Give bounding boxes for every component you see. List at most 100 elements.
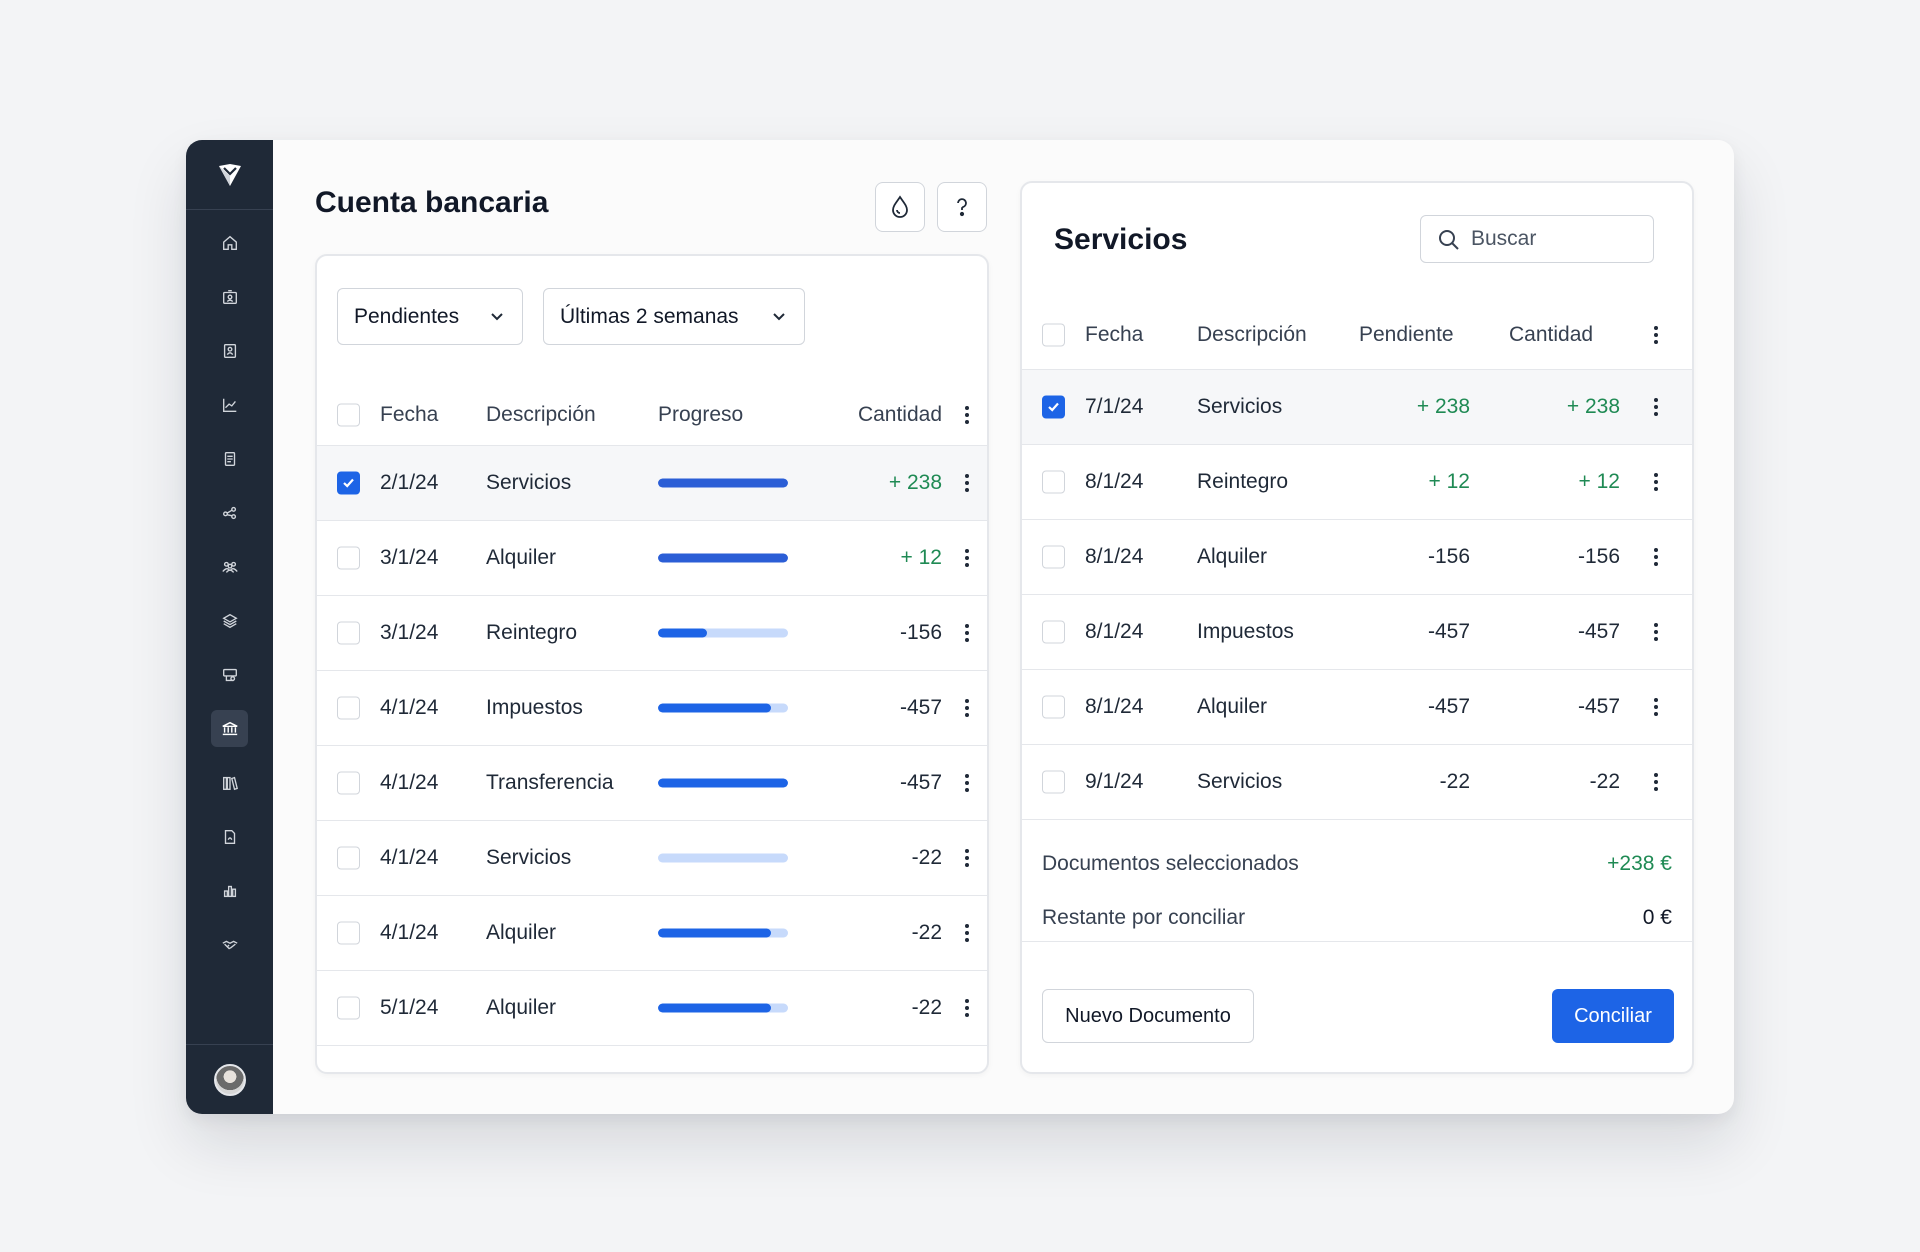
row-options-icon[interactable] (959, 846, 975, 870)
table-row[interactable]: 4/1/24 Transferencia -457 (317, 746, 987, 821)
progress-fill (658, 628, 708, 638)
period-filter[interactable]: Últimas 2 semanas (543, 288, 805, 345)
sidebar-item-payments[interactable] (211, 656, 248, 693)
row-description: Reintegro (486, 621, 578, 644)
help-button[interactable] (937, 182, 987, 232)
row-options-icon[interactable] (1648, 395, 1664, 419)
row-description: Alquiler (1197, 545, 1268, 568)
progress-bar (658, 478, 788, 488)
table-row[interactable]: 3/1/24 Reintegro -156 (317, 596, 987, 671)
sidebar-item-contacts[interactable] (211, 332, 248, 369)
row-checkbox[interactable] (337, 471, 360, 495)
table-row[interactable]: 8/1/24 Impuestos -457 -457 (1022, 595, 1692, 670)
row-checkbox[interactable] (337, 996, 360, 1020)
sidebar-item-library[interactable] (211, 764, 248, 801)
sidebar-item-documents[interactable] (211, 440, 248, 477)
row-date: 3/1/24 (380, 546, 439, 569)
sidebar-item-team[interactable] (211, 548, 248, 585)
chevron-down-icon (491, 313, 503, 321)
sidebar (186, 140, 273, 1114)
reconcile-button[interactable]: Conciliar (1552, 989, 1674, 1043)
row-amount: -156 (899, 621, 942, 644)
row-options-icon[interactable] (959, 546, 975, 570)
row-pending: -22 (1439, 770, 1470, 793)
progress-fill (658, 1003, 772, 1013)
row-options-icon[interactable] (1648, 470, 1664, 494)
search-icon (1439, 230, 1459, 250)
table-row[interactable]: 5/1/24 Alquiler -22 (317, 971, 987, 1046)
row-checkbox[interactable] (1042, 695, 1065, 719)
avatar[interactable] (213, 1063, 246, 1096)
row-checkbox[interactable] (337, 771, 360, 795)
sidebar-item-id-card[interactable] (211, 278, 248, 315)
row-amount: -457 (899, 771, 942, 794)
new-document-button[interactable]: Nuevo Documento (1042, 989, 1254, 1043)
row-options-icon[interactable] (1648, 770, 1664, 794)
row-checkbox[interactable] (1042, 770, 1065, 794)
row-options-icon[interactable] (1648, 620, 1664, 644)
row-checkbox[interactable] (337, 846, 360, 870)
select-all-checkbox[interactable] (1042, 323, 1065, 347)
sidebar-item-bank[interactable] (211, 710, 248, 747)
column-options-icon[interactable] (959, 403, 975, 427)
column-options-icon[interactable] (1648, 323, 1664, 347)
table-row[interactable]: 4/1/24 Impuestos -457 (317, 671, 987, 746)
row-checkbox[interactable] (1042, 470, 1065, 494)
search-placeholder: Buscar (1471, 227, 1537, 250)
trend-chart-icon (222, 398, 236, 412)
row-options-icon[interactable] (1648, 545, 1664, 569)
help-icon (957, 198, 967, 217)
row-amount: -22 (911, 996, 942, 1019)
row-options-icon[interactable] (959, 471, 975, 495)
row-checkbox[interactable] (1042, 395, 1065, 419)
sidebar-item-home[interactable] (211, 224, 248, 261)
status-filter[interactable]: Pendientes (337, 288, 523, 345)
sidebar-item-files[interactable] (211, 818, 248, 855)
period-filter-value: Últimas 2 semanas (560, 304, 739, 328)
row-date: 8/1/24 (1085, 545, 1144, 568)
table-row[interactable]: 8/1/24 Reintegro + 12 + 12 (1022, 445, 1692, 520)
row-checkbox[interactable] (337, 621, 360, 645)
table-row[interactable]: 4/1/24 Servicios -22 (317, 821, 987, 896)
table-row[interactable]: 2/1/24 Servicios + 238 (317, 446, 987, 521)
search-input[interactable]: Buscar (1420, 215, 1654, 263)
progress-bar (658, 628, 788, 638)
row-description: Reintegro (1197, 470, 1289, 493)
table-row[interactable]: 4/1/24 Alquiler -22 (317, 896, 987, 971)
row-options-icon[interactable] (959, 771, 975, 795)
row-options-icon[interactable] (959, 921, 975, 945)
select-all-checkbox[interactable] (337, 403, 360, 426)
theme-button[interactable] (875, 182, 925, 232)
column-description: Descripción (486, 402, 596, 426)
column-description: Descripción (1197, 323, 1307, 346)
sidebar-item-share[interactable] (211, 494, 248, 531)
row-options-icon[interactable] (1648, 695, 1664, 719)
sidebar-item-reports[interactable] (211, 872, 248, 909)
sidebar-item-layers[interactable] (211, 602, 248, 639)
contacts-icon (223, 343, 236, 358)
row-checkbox[interactable] (337, 921, 360, 945)
sidebar-item-deals[interactable] (211, 926, 248, 963)
table-row[interactable]: 7/1/24 Servicios + 238 + 238 (1022, 370, 1692, 445)
row-checkbox[interactable] (337, 546, 360, 570)
bank-transactions-card: Pendientes Últimas 2 semanas Fecha Descr… (315, 254, 989, 1074)
logo[interactable] (186, 140, 273, 210)
row-options-icon[interactable] (959, 696, 975, 720)
progress-fill (658, 703, 772, 713)
row-checkbox[interactable] (337, 696, 360, 720)
row-pending: -156 (1427, 545, 1470, 568)
table-row[interactable]: 8/1/24 Alquiler -457 -457 (1022, 670, 1692, 745)
table-row[interactable]: 9/1/24 Servicios -22 -22 (1022, 745, 1692, 820)
sidebar-item-trend[interactable] (211, 386, 248, 423)
row-date: 4/1/24 (380, 771, 439, 794)
table-row[interactable]: 3/1/24 Alquiler + 12 (317, 521, 987, 596)
row-description: Servicios (1197, 395, 1283, 418)
row-checkbox[interactable] (1042, 545, 1065, 569)
row-options-icon[interactable] (959, 621, 975, 645)
table-row[interactable]: 8/1/24 Alquiler -156 -156 (1022, 520, 1692, 595)
check-icon (1048, 402, 1059, 412)
column-amount: Cantidad (857, 402, 942, 426)
row-checkbox[interactable] (1042, 620, 1065, 644)
row-options-icon[interactable] (959, 996, 975, 1020)
droplet-icon (892, 195, 908, 218)
